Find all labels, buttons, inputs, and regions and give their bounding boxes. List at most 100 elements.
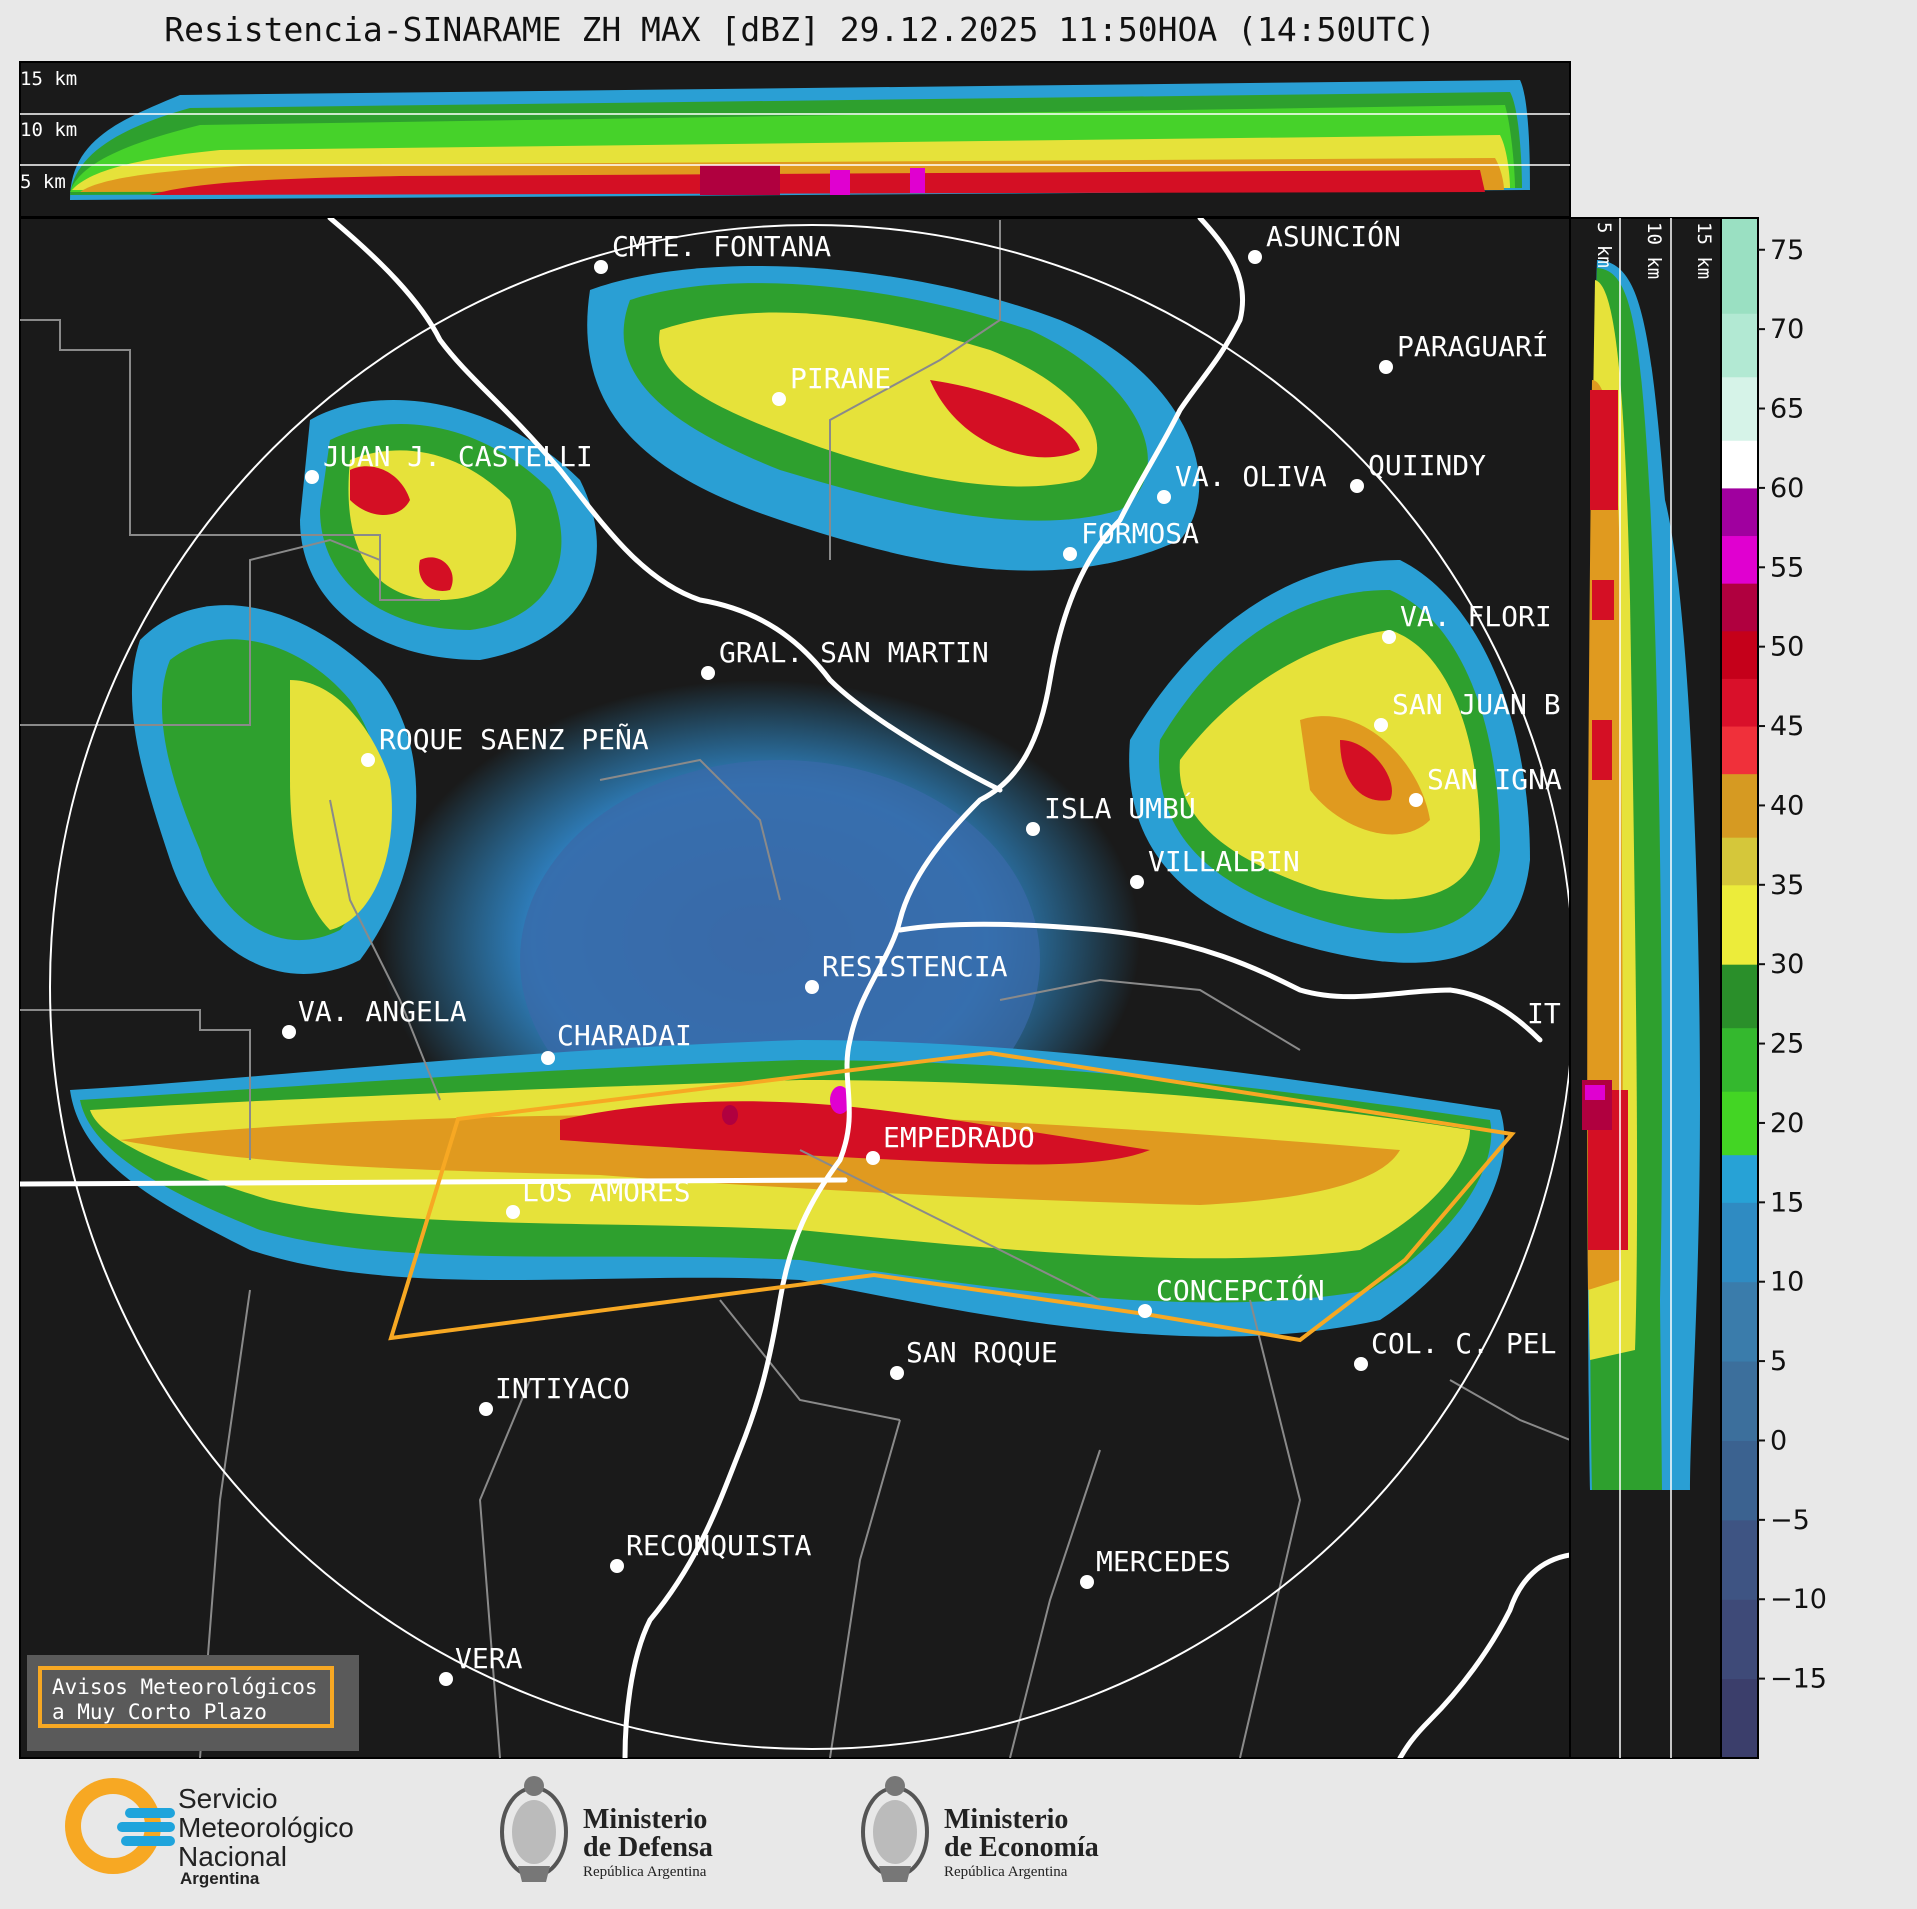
colorbar-band <box>1721 884 1758 965</box>
city-label: ROQUE SAENZ PEÑA <box>379 722 649 756</box>
city-label: VILLALBIN <box>1148 845 1300 878</box>
colorbar-tick-label: −15 <box>1770 1664 1827 1695</box>
top-height-label: 10 km <box>20 119 77 141</box>
colorbar-tick-label: 20 <box>1770 1108 1804 1139</box>
defensa-line: de Defensa <box>583 1832 713 1863</box>
colorbar-tick-label: 65 <box>1770 394 1804 425</box>
colorbar-band <box>1721 1361 1758 1441</box>
warning-legend-line2: a Muy Corto Plazo <box>52 1700 267 1724</box>
city-label: CHARADAI <box>557 1019 692 1052</box>
colorbar-tick-label: 60 <box>1770 473 1804 504</box>
defensa-logo-text: Ministerio de Defensa República Argentin… <box>583 1806 713 1882</box>
warning-legend: Avisos Meteorológicos a Muy Corto Plazo <box>38 1666 334 1728</box>
city-label: PARAGUARÍ <box>1397 329 1549 363</box>
colorbar-tick-label: 45 <box>1770 711 1804 742</box>
economia-line: Ministerio <box>944 1804 1069 1835</box>
colorbar-tick-label: 70 <box>1770 314 1804 345</box>
smn-logo-text: Servicio Meteorológico Nacional Argentin… <box>178 1784 354 1889</box>
colorbar-tick-label: 50 <box>1770 632 1804 663</box>
rivers <box>20 218 1570 1758</box>
city-label: SAN ROQUE <box>906 1336 1058 1369</box>
city-label: FORMOSA <box>1081 517 1199 550</box>
city-label: IT <box>1527 997 1561 1030</box>
warning-legend-line1: Avisos Meteorológicos <box>52 1675 318 1699</box>
city-label: RECONQUISTA <box>626 1529 812 1562</box>
top-height-label: 15 km <box>20 68 77 90</box>
colorbar-band <box>1721 218 1758 314</box>
colorbar-tick-label: 30 <box>1770 949 1804 980</box>
map-title: Resistencia-SINARAME ZH MAX [dBZ] 29.12.… <box>164 10 1436 49</box>
radar-map: CMTE. FONTANA ASUNCIÓN PARAGUARÍ PIRANE … <box>19 217 1571 1759</box>
colorbar-tick-label: 10 <box>1770 1267 1804 1298</box>
colorbar-band <box>1721 964 1758 1029</box>
city-markers: CMTE. FONTANA ASUNCIÓN PARAGUARÍ PIRANE … <box>282 219 1562 1686</box>
defensa-line: República Argentina <box>583 1864 707 1880</box>
economia-logo-text: Ministerio de Economía República Argenti… <box>944 1806 1099 1882</box>
colorbar-band <box>1721 1519 1758 1600</box>
colorbar-bands <box>1721 218 1758 1759</box>
colorbar-band <box>1721 1678 1758 1759</box>
colorbar-tick-label: 40 <box>1770 790 1804 821</box>
colorbar-band <box>1721 1027 1758 1092</box>
smn-line: Argentina <box>180 1869 260 1888</box>
city-label: INTIYACO <box>495 1372 630 1405</box>
colorbar-tick-label: −5 <box>1770 1505 1810 1536</box>
colorbar-band <box>1721 837 1758 886</box>
colorbar-band <box>1721 1599 1758 1680</box>
smn-line: Servicio <box>178 1783 278 1814</box>
city-label: VA. ANGELA <box>298 995 467 1028</box>
city-label: SAN IGNA <box>1427 763 1562 796</box>
city-label: PIRANE <box>790 362 891 395</box>
colorbar-tick-label: 55 <box>1770 552 1804 583</box>
city-label: COL. C. PEL <box>1371 1327 1556 1360</box>
city-label: RESISTENCIA <box>822 950 1008 983</box>
colorbar-band <box>1721 376 1758 441</box>
colorbar-tick-label: 15 <box>1770 1187 1804 1218</box>
colorbar-band <box>1721 773 1758 838</box>
city-label: MERCEDES <box>1096 1545 1231 1578</box>
economia-seal-icon <box>861 1776 929 1882</box>
smn-line: Nacional <box>178 1841 287 1872</box>
city-label: LOS AMORES <box>522 1175 691 1208</box>
city-label: GRAL. SAN MARTIN <box>719 636 989 669</box>
top-height-label: 5 km <box>20 171 66 193</box>
economia-line: de Economía <box>944 1832 1099 1863</box>
colorbar-band <box>1721 440 1758 489</box>
colorbar-band <box>1721 535 1758 584</box>
smn-line: Meteorológico <box>178 1812 354 1843</box>
colorbar-tick-label: −10 <box>1770 1584 1827 1615</box>
city-label: VERA <box>455 1642 523 1675</box>
city-label: ASUNCIÓN <box>1266 219 1401 253</box>
city-label: VA. OLIVA <box>1175 460 1327 493</box>
city-label: SAN JUAN B <box>1392 688 1561 721</box>
city-label: CMTE. FONTANA <box>612 230 831 263</box>
colorbar-band <box>1721 1154 1758 1203</box>
city-label: JUAN J. CASTELLI <box>323 440 593 473</box>
defensa-seal-icon <box>500 1776 568 1882</box>
city-label: ISLA UMBÚ <box>1044 791 1196 825</box>
colorbar-tick-label: 25 <box>1770 1029 1804 1060</box>
colorbar-tick-label: 0 <box>1770 1425 1787 1456</box>
side-height-label: 5 km <box>1593 222 1615 268</box>
warning-legend-background <box>27 1655 359 1751</box>
smn-logo-icon <box>65 1778 175 1874</box>
city-label: VA. FLORI <box>1400 600 1552 633</box>
city-label: CONCEPCIÓN <box>1156 1273 1325 1307</box>
side-height-label: 15 km <box>1693 222 1715 279</box>
side-height-label: 10 km <box>1643 222 1665 279</box>
colorbar-tick-label: 35 <box>1770 870 1804 901</box>
colorbar-band <box>1721 678 1758 727</box>
colorbar-band <box>1721 1440 1758 1521</box>
warning-polygon <box>388 1050 1516 1343</box>
colorbar-band <box>1721 1202 1758 1283</box>
colorbar-tick-label: 75 <box>1770 235 1804 266</box>
colorbar-band <box>1721 487 1758 537</box>
colorbar-band <box>1721 1091 1758 1156</box>
colorbar-band <box>1721 1281 1758 1362</box>
defensa-line: Ministerio <box>583 1804 708 1835</box>
city-label: EMPEDRADO <box>883 1121 1035 1154</box>
colorbar-band <box>1721 583 1758 632</box>
